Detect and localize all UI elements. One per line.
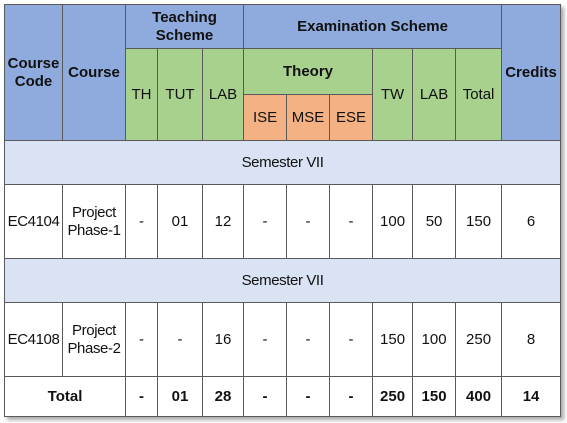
total-mse: - xyxy=(286,376,331,417)
section-title: Semester VII xyxy=(3,258,562,303)
cell-total: 250 xyxy=(455,302,503,377)
cell-exam-lab: 100 xyxy=(412,302,457,377)
header-tw: TW xyxy=(372,48,414,141)
course-code: EC4104 xyxy=(4,184,63,259)
total-tut: 01 xyxy=(157,376,203,417)
cell-mse: - xyxy=(286,184,331,259)
cell-credits: 6 xyxy=(501,184,562,259)
header-theory: Theory xyxy=(243,48,374,95)
total-ise: - xyxy=(243,376,288,417)
total-ese: - xyxy=(329,376,374,417)
header-mse: MSE xyxy=(286,94,331,141)
cell-lab: 16 xyxy=(201,302,245,377)
cell-total: 150 xyxy=(455,184,503,259)
cell-mse: - xyxy=(286,302,331,377)
cell-tut: - xyxy=(157,302,203,377)
header-total: Total xyxy=(455,48,503,141)
cell-tut: 01 xyxy=(157,184,203,259)
header-th: TH xyxy=(125,48,158,141)
total-th: - xyxy=(125,376,158,417)
total-lab: 28 xyxy=(201,376,245,417)
header-course-code: Course Code xyxy=(4,4,63,141)
header-ese: ESE xyxy=(329,94,374,141)
table-row: EC4108 Project Phase-2 - - 16 - - - 150 … xyxy=(4,302,562,377)
course-name: Project Phase-1 xyxy=(62,184,126,259)
cell-exam-lab: 50 xyxy=(412,184,457,259)
cell-ise: - xyxy=(243,184,288,259)
totals-row: Total - 01 28 - - - 250 150 400 14 xyxy=(4,376,562,417)
total-total: 400 xyxy=(455,376,503,417)
cell-tw: 100 xyxy=(372,184,414,259)
scheme-table: Course Code Course Teaching Scheme Exami… xyxy=(3,4,562,417)
header-lab: LAB xyxy=(201,48,245,141)
header-ise: ISE xyxy=(243,94,288,141)
course-code: EC4108 xyxy=(4,302,63,377)
total-tw: 250 xyxy=(372,376,414,417)
header-teaching-scheme: Teaching Scheme xyxy=(124,4,245,49)
section-title: Semester VII xyxy=(3,140,562,185)
header-examination-scheme: Examination Scheme xyxy=(243,4,503,49)
table-row: EC4104 Project Phase-1 - 01 12 - - - 100… xyxy=(4,184,562,259)
cell-th: - xyxy=(125,184,158,259)
cell-th: - xyxy=(125,302,158,377)
cell-tw: 150 xyxy=(372,302,414,377)
total-credits: 14 xyxy=(501,376,562,417)
header-exam-lab: LAB xyxy=(412,48,457,141)
cell-ese: - xyxy=(329,184,374,259)
total-exam-lab: 150 xyxy=(412,376,457,417)
header-credits: Credits xyxy=(501,4,562,141)
header-tut: TUT xyxy=(157,48,203,141)
cell-ise: - xyxy=(243,302,288,377)
cell-credits: 8 xyxy=(501,302,562,377)
cell-ese: - xyxy=(329,302,374,377)
course-name: Project Phase-2 xyxy=(62,302,126,377)
totals-label: Total xyxy=(4,376,126,417)
header-course: Course xyxy=(62,4,126,141)
cell-lab: 12 xyxy=(201,184,245,259)
